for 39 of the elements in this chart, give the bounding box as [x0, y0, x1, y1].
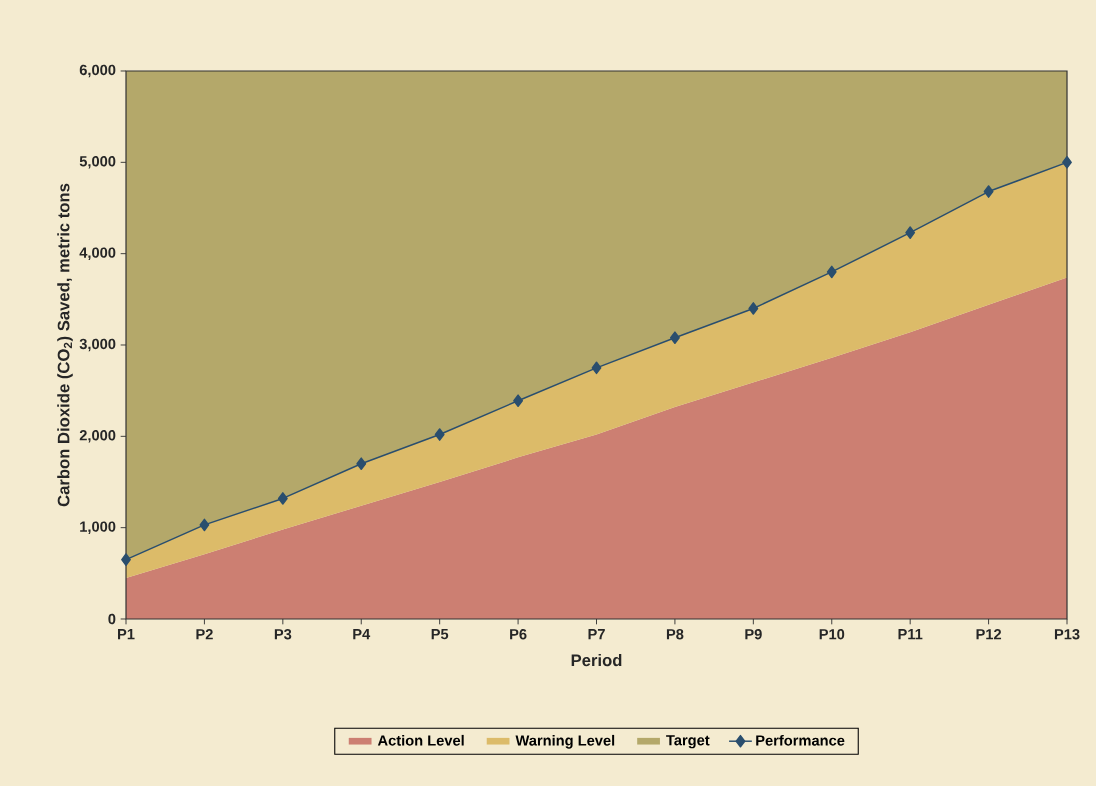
- point: [826, 265, 837, 279]
- x-tick-label: P6: [510, 629, 527, 640]
- x-tick-label: P1: [118, 629, 135, 640]
- point: [591, 361, 602, 375]
- y-tick-label: 6,000: [79, 64, 116, 78]
- x-tick-label: P10: [819, 629, 845, 640]
- x-axis-title: Period: [571, 653, 622, 667]
- x-tick-label: P9: [745, 629, 762, 640]
- legend-label: Target: [666, 735, 710, 749]
- y-tick-label: 4,000: [79, 247, 116, 260]
- point: [277, 492, 288, 505]
- y-tick-label: 3,000: [79, 338, 116, 352]
- point: [356, 457, 367, 471]
- point: [434, 428, 445, 441]
- y-tick-label: 5,000: [79, 156, 116, 169]
- x-tick-label: P8: [666, 629, 684, 640]
- y-axis-title: Carbon Dioxide (CO$_{2}$) Saved, metric tons: [57, 183, 73, 507]
- point: [748, 302, 759, 315]
- point: [199, 518, 210, 532]
- x-tick-label: P13: [1054, 629, 1080, 640]
- y-tick-label: 2,000: [79, 430, 116, 443]
- legend-label: Action Level: [377, 734, 464, 746]
- x-tick-label: P4: [353, 629, 371, 640]
- legend-label: Performance: [756, 734, 845, 746]
- x-tick-label: P2: [196, 629, 213, 640]
- point: [983, 185, 994, 198]
- point: [121, 553, 131, 566]
- point: [905, 226, 916, 239]
- point: [1062, 155, 1072, 169]
- x-tick-label: P5: [431, 629, 449, 640]
- x-tick-label: P3: [274, 629, 292, 640]
- x-tick-label: P11: [898, 629, 923, 640]
- y-tick-label: 0: [108, 613, 116, 625]
- x-tick-label: P12: [976, 629, 1002, 640]
- y-tick-label: 1,000: [80, 521, 116, 534]
- x-tick-label: P7: [588, 629, 605, 640]
- point: [669, 331, 680, 345]
- point: [513, 394, 524, 408]
- legend-label: Warning Level: [515, 734, 615, 749]
